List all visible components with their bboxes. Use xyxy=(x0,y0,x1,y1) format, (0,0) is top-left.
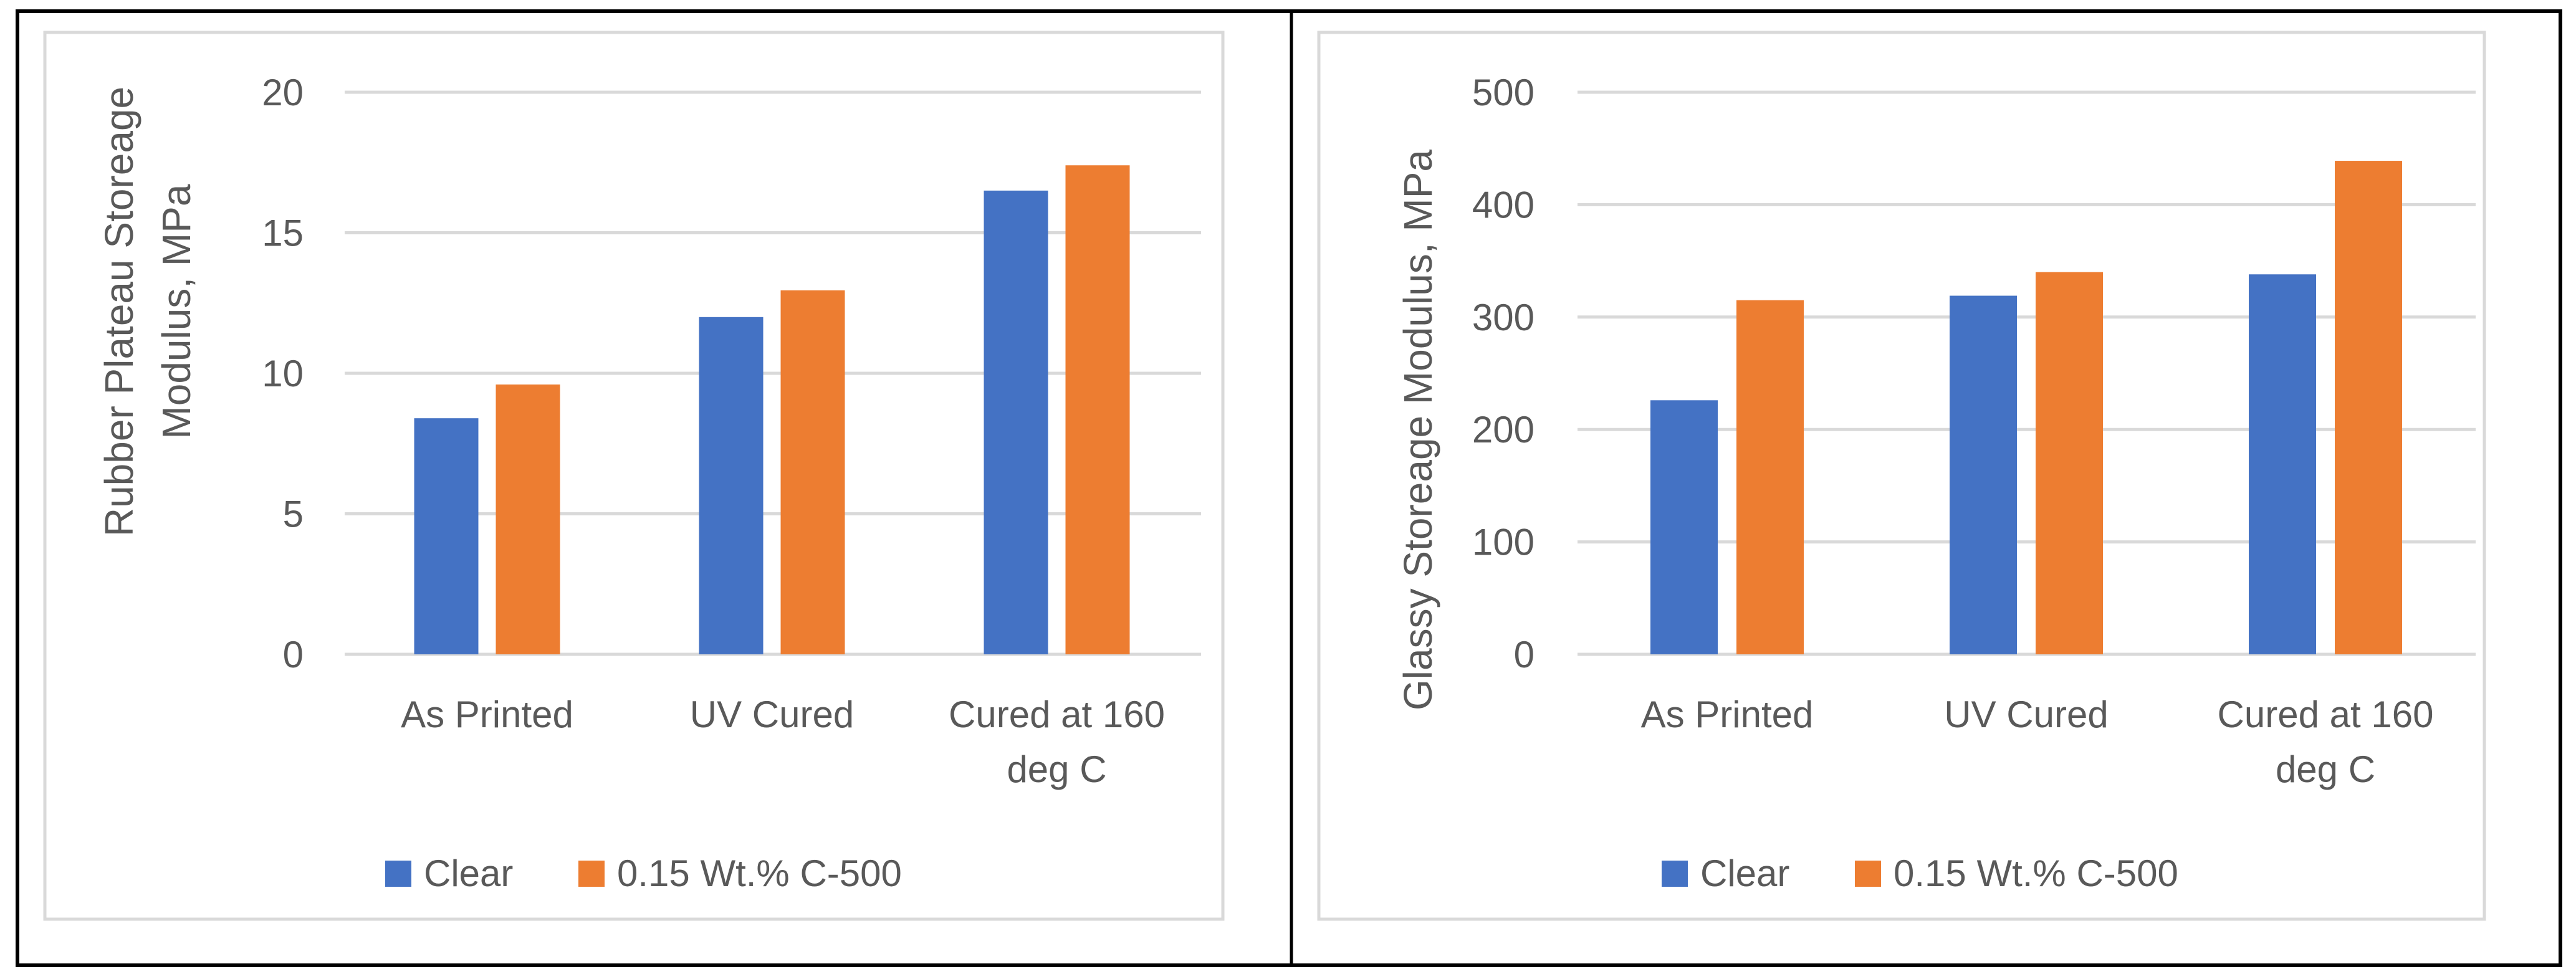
y-tick-label: 10 xyxy=(262,353,304,394)
y-tick-label: 200 xyxy=(1472,409,1535,451)
bar xyxy=(2335,161,2402,654)
x-tick-label: Cured at 160 deg C xyxy=(2218,694,2434,790)
x-tick-label: UV Cured xyxy=(690,694,854,735)
y-axis-title: Glassy Storeage Modulus, MPa xyxy=(1396,150,1440,710)
bar xyxy=(699,317,764,654)
bar xyxy=(1736,300,1804,654)
y-tick-label: 400 xyxy=(1472,184,1535,226)
x-tick-label: Cured at 160 deg C xyxy=(949,694,1165,790)
bar xyxy=(984,190,1048,655)
y-tick-label: 0 xyxy=(1514,634,1535,676)
legend-label: Clear xyxy=(1700,852,1789,894)
bar xyxy=(1650,400,1718,654)
bar xyxy=(780,290,845,655)
glassy-modulus-chart: 0 100 200 300 400 500 As Printed UV Cured Cured … xyxy=(1317,31,2486,921)
y-axis-title: Rubber Plateau Storeage Modulus, MPa xyxy=(97,87,199,537)
y-tick-label: 300 xyxy=(1472,297,1535,338)
y-tick-label: 500 xyxy=(1472,72,1535,113)
bar xyxy=(496,384,560,654)
legend-label: Clear xyxy=(424,852,513,894)
legend-swatch xyxy=(578,861,605,887)
y-tick-label: 20 xyxy=(262,72,304,113)
legend-swatch xyxy=(1855,861,1881,887)
bar xyxy=(414,418,479,654)
x-tick-label: As Printed xyxy=(401,694,573,735)
y-tick-label: 100 xyxy=(1472,522,1535,563)
bar xyxy=(1950,295,2017,654)
rubber-modulus-chart: 0 5 10 15 20 As Printed UV Cured Cured at 160 de… xyxy=(43,31,1225,921)
legend-swatch xyxy=(1662,861,1688,887)
x-tick-label: UV Cured xyxy=(1944,694,2108,735)
legend-label: 0.15 Wt.% C-500 xyxy=(617,852,902,894)
y-tick-label: 15 xyxy=(262,213,304,254)
bar xyxy=(1065,165,1130,654)
bar xyxy=(2249,274,2316,654)
y-tick-label: 0 xyxy=(283,634,304,676)
legend-label: 0.15 Wt.% C-500 xyxy=(1894,852,2178,894)
x-tick-label: As Printed xyxy=(1641,694,1814,735)
bar xyxy=(2036,272,2103,654)
legend-swatch xyxy=(385,861,411,887)
y-tick-label: 5 xyxy=(283,494,304,535)
